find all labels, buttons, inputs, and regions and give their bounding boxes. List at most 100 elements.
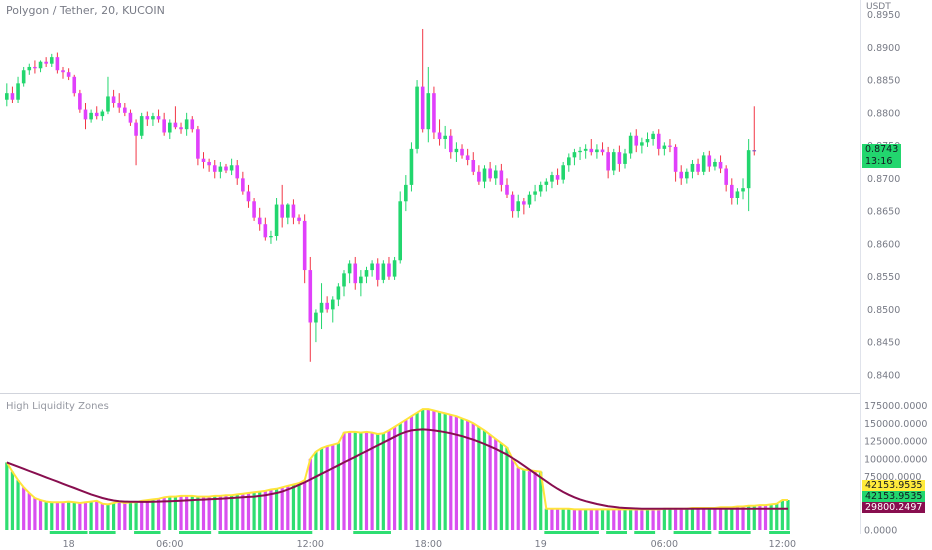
candle-body	[567, 157, 571, 166]
time-axis[interactable]: 18 06:00 12:00 18:00 19 06:00 12:00	[63, 539, 796, 550]
candle-body	[471, 160, 476, 172]
histogram-bar	[657, 509, 661, 530]
candle-body	[241, 178, 245, 192]
histogram-bar	[758, 505, 762, 530]
histogram-bar	[83, 502, 88, 530]
candle-body	[533, 191, 537, 195]
histogram-bar	[196, 496, 200, 530]
candle-body	[190, 119, 195, 130]
moving-average-value-tag: 29800.2497	[862, 502, 926, 513]
candle-body	[61, 70, 65, 73]
candle-body	[269, 236, 273, 238]
candle-body	[263, 224, 268, 238]
candle-body	[437, 132, 442, 140]
histogram-bar	[280, 487, 284, 530]
time-tick-label: 18:00	[415, 539, 442, 550]
candle-body	[381, 263, 386, 280]
histogram-bar	[55, 502, 59, 530]
histogram-bar	[89, 501, 93, 530]
candle-body	[55, 57, 60, 71]
chart-title: Polygon / Tether, 20, KUCOIN	[6, 4, 165, 17]
candle-body	[94, 112, 99, 117]
histogram-bar	[505, 447, 509, 530]
indicator-axis[interactable]: 175000.0000 150000.0000 125000.0000 100000.…	[864, 401, 927, 536]
candle-body	[162, 119, 166, 133]
candle-body	[443, 135, 447, 140]
candle-body	[634, 135, 639, 146]
histogram-bar	[640, 509, 644, 530]
histogram-bar	[173, 496, 178, 530]
candle-body	[398, 201, 403, 261]
price-axis[interactable]: 0.89500.89000.88500.88000.87500.87000.86…	[867, 10, 900, 381]
histogram-bar	[134, 502, 138, 530]
histogram-bar	[168, 496, 172, 530]
histogram-bar	[662, 508, 666, 530]
candle-body	[465, 155, 470, 160]
histogram-bar	[274, 488, 279, 530]
price-tick-label: 0.8700	[867, 174, 900, 185]
candle-body	[128, 112, 133, 123]
histogram-bar	[392, 426, 397, 530]
candle-body	[106, 96, 110, 112]
candle-body	[179, 127, 183, 130]
histogram-bar	[589, 509, 593, 530]
candle-body	[510, 194, 515, 212]
candle-body	[184, 119, 189, 130]
histogram-bar	[786, 500, 790, 530]
candle-body	[572, 152, 577, 158]
candle-body	[606, 152, 610, 171]
histogram-bar	[466, 420, 470, 530]
price-tick-label: 0.8500	[867, 305, 900, 316]
time-tick-label: 06:00	[651, 539, 678, 550]
histogram-bar	[331, 444, 335, 530]
histogram-bar	[634, 509, 638, 530]
candle-body	[741, 188, 745, 192]
candle-body	[257, 217, 262, 225]
candle-body	[477, 171, 481, 182]
candle-body	[561, 165, 565, 180]
histogram-bar	[33, 498, 37, 530]
candle-body	[336, 286, 341, 300]
liquidity-zone-marker	[634, 531, 656, 534]
histogram-bar	[140, 500, 144, 530]
histogram-bar	[685, 508, 689, 530]
histogram-bar	[224, 495, 228, 530]
histogram-bar	[651, 509, 655, 530]
histogram-bar	[207, 496, 211, 530]
histogram-bar	[516, 467, 520, 530]
price-tick-label: 0.8850	[867, 76, 900, 87]
histogram-bar	[449, 414, 453, 530]
liquidity-zone-marker	[89, 531, 116, 534]
price-tick-label: 0.8450	[867, 338, 900, 349]
histogram-bar	[78, 502, 82, 530]
histogram-bar	[364, 431, 369, 530]
histogram-bar	[387, 430, 391, 530]
histogram-bar	[432, 410, 436, 530]
candle-body	[297, 217, 301, 221]
histogram-bar	[477, 426, 481, 530]
histogram-bar	[404, 419, 408, 530]
candle-body	[212, 165, 217, 172]
histogram-bar	[522, 469, 526, 530]
histogram-bar	[645, 509, 650, 530]
price-tick-label: 0.8800	[867, 108, 900, 119]
histogram-bar	[308, 458, 312, 530]
candle-body	[454, 148, 459, 153]
histogram-bar	[735, 506, 740, 530]
histogram-bar	[376, 434, 380, 530]
candle-body	[33, 66, 37, 69]
candle-body	[246, 191, 251, 202]
histogram-bar	[342, 432, 346, 530]
candle-body	[10, 93, 15, 100]
histogram-layer	[5, 409, 790, 530]
histogram-bar	[201, 496, 206, 530]
histogram-bar	[16, 480, 20, 530]
histogram-bar	[443, 413, 447, 530]
candle-body	[319, 302, 324, 313]
candle-body	[499, 170, 504, 185]
histogram-bar	[151, 499, 155, 530]
candle-body	[527, 194, 532, 205]
candle-body	[746, 150, 751, 189]
candle-body	[134, 122, 138, 136]
